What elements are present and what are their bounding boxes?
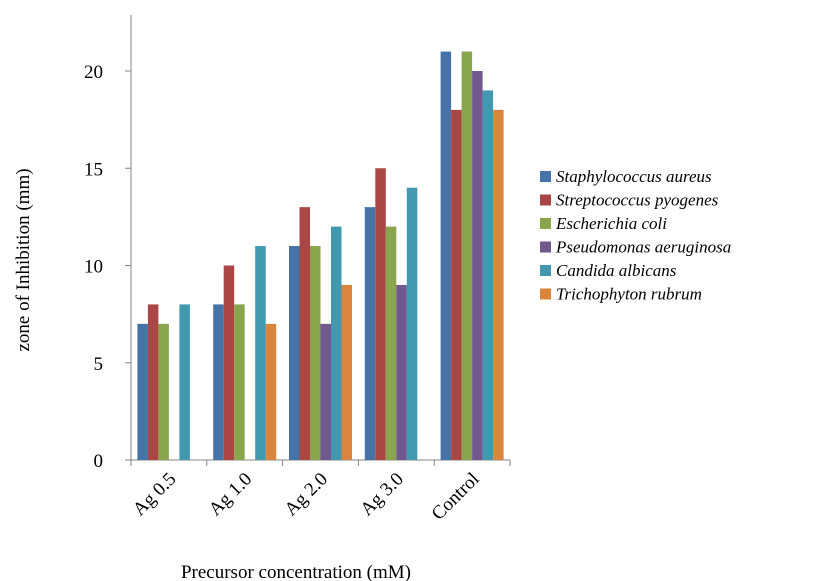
legend-swatch (540, 171, 551, 182)
y-tick-label: 20 (84, 62, 103, 83)
bar (451, 109, 462, 461)
bar (472, 71, 483, 460)
x-axis-ticks: Ag 0.5 Ag 1.0 Ag 2.0 Ag 3.0 Control (129, 460, 511, 525)
x-tick-label: Ag 2.0 (281, 469, 332, 520)
plot-area (130, 15, 510, 461)
bar (440, 51, 452, 461)
legend-swatch (540, 194, 551, 206)
bar (331, 226, 342, 460)
bar (493, 109, 504, 461)
bar (147, 304, 159, 460)
legend-label: Streptococcus pyogenes (556, 191, 719, 210)
bar (341, 284, 352, 460)
legend-label: Trichophyton rubrum (556, 285, 702, 304)
legend: Staphylococcus aureus Streptococcus pyoge… (540, 167, 731, 304)
legend-label: Escherichia coli (555, 214, 667, 233)
y-tick-label: 10 (84, 257, 103, 278)
legend-swatch (540, 218, 551, 229)
bar (179, 304, 190, 460)
x-tick-label: Control (428, 469, 484, 525)
x-tick-label: Ag 3.0 (356, 469, 407, 520)
bar (385, 226, 397, 460)
legend-swatch (540, 265, 551, 276)
bar (255, 246, 266, 460)
legend-swatch (540, 241, 551, 253)
bar (396, 284, 407, 460)
y-tick-label: 15 (84, 159, 103, 180)
bar (213, 304, 224, 460)
y-axis-ticks: 0 5 10 15 20 (84, 62, 131, 472)
bar (158, 323, 169, 460)
bar (375, 168, 386, 460)
bar (223, 265, 235, 460)
bar (265, 323, 277, 460)
bar (289, 246, 300, 460)
legend-label: Staphylococcus aureus (556, 167, 712, 186)
legend-swatch (540, 288, 551, 300)
bar (299, 207, 310, 460)
x-axis-title: Precursor concentration (mM) (181, 562, 411, 581)
bar (137, 323, 148, 460)
bar (234, 304, 245, 460)
bar (406, 187, 418, 460)
legend-label: Pseudomonas aeruginosa (555, 238, 731, 257)
y-axis-title: zone of Inhibition (mm) (13, 168, 34, 351)
x-tick-label: Ag 1.0 (205, 469, 256, 520)
bar (310, 246, 321, 460)
y-tick-label: 5 (94, 354, 104, 375)
bar (364, 207, 376, 460)
bar (461, 51, 473, 461)
bar (482, 90, 494, 460)
legend-label: Candida albicans (556, 261, 677, 280)
x-tick-label: Ag 0.5 (129, 469, 180, 520)
y-tick-label: 0 (94, 451, 104, 472)
bar (320, 323, 331, 460)
